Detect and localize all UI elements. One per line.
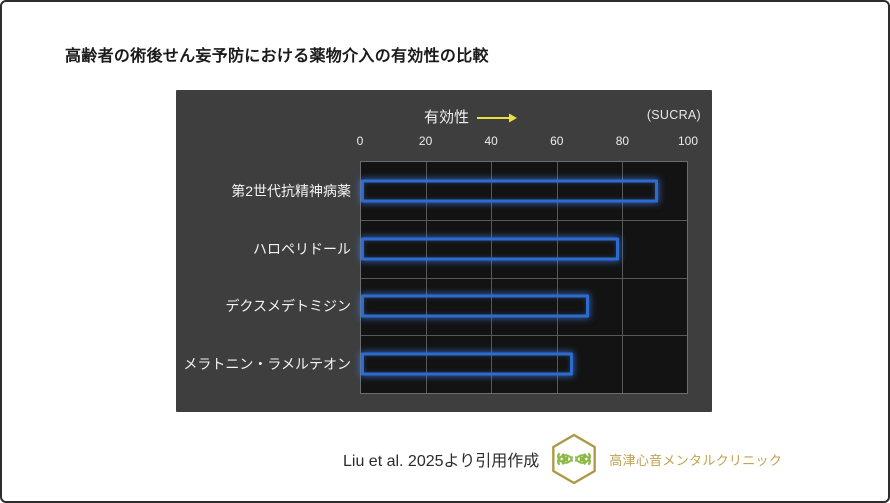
chart-row: メラトニン・ラメルテオン (183, 335, 687, 393)
right-arrow-icon (477, 113, 517, 123)
page-title: 高齢者の術後せん妄予防における薬物介入の有効性の比較 (65, 48, 489, 65)
effectiveness-axis-title: 有効性 (424, 109, 470, 126)
sucra-unit-label: (SUCRA) (646, 108, 701, 122)
x-tick-label: 100 (677, 134, 699, 148)
horizontal-gridline (361, 335, 687, 337)
sucra-bar (361, 294, 590, 318)
sucra-bar (361, 237, 619, 261)
chart-row: 第2世代抗精神病薬 (231, 162, 687, 220)
chart-panel: 有効性 (SUCRA) 0 20 40 60 80 100 第2世代抗精神病薬ハロペリドー… (176, 90, 712, 412)
category-label: デクスメデトミジン (225, 298, 351, 315)
sucra-bar (361, 179, 658, 203)
horizontal-gridline (361, 277, 687, 279)
clinic-hexagon-clover-logo (552, 433, 597, 485)
category-label: メラトニン・ラメルテオン (183, 356, 351, 373)
x-tick-label: 40 (484, 134, 498, 148)
clinic-name: 高津心音メンタルクリニック (609, 452, 783, 468)
sucra-bar (361, 352, 573, 376)
plot-area: 第2世代抗精神病薬ハロペリドールデクスメデトミジンメラトニン・ラメルテオン (183, 161, 688, 394)
x-axis-ticks: 0 20 40 60 80 100 (356, 134, 698, 150)
x-tick-label: 80 (615, 134, 630, 148)
x-tick-label: 60 (550, 134, 564, 148)
chart-row: デクスメデトミジン (225, 278, 687, 336)
chart-row: ハロペリドール (253, 220, 687, 278)
category-label: 第2世代抗精神病薬 (231, 182, 351, 199)
source-citation: Liu et al. 2025より引用作成 (343, 453, 540, 470)
category-label: ハロペリドール (253, 240, 351, 257)
footer: Liu et al. 2025より引用作成 高津心音メンタルクリニック (343, 430, 782, 488)
x-tick-label: 20 (418, 134, 433, 148)
horizontal-gridline (361, 219, 687, 221)
x-tick-label: 0 (356, 134, 364, 148)
